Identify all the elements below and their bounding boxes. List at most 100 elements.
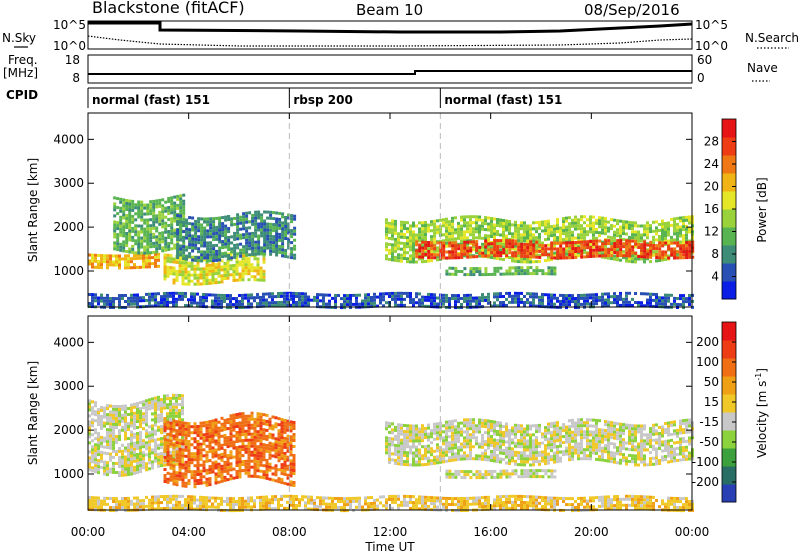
range-gate-cell bbox=[547, 266, 551, 270]
range-gate-cell bbox=[511, 235, 514, 239]
range-gate-cell bbox=[436, 255, 439, 259]
range-gate-cell bbox=[139, 416, 142, 420]
range-gate-cell bbox=[160, 298, 163, 302]
range-gate-cell bbox=[139, 410, 142, 414]
range-gate-cell bbox=[181, 457, 184, 461]
range-gate-cell bbox=[187, 428, 191, 432]
range-gate-cell bbox=[241, 448, 245, 452]
range-gate-cell bbox=[202, 267, 206, 271]
range-gate-cell bbox=[565, 216, 568, 220]
range-gate-cell bbox=[286, 443, 290, 447]
range-gate-cell bbox=[514, 254, 518, 258]
range-gate-cell bbox=[239, 254, 243, 258]
range-gate-cell bbox=[167, 230, 171, 233]
range-gate-cell bbox=[248, 244, 252, 248]
range-gate-cell bbox=[214, 478, 218, 482]
range-gate-cell bbox=[217, 268, 221, 272]
range-gate-cell bbox=[391, 246, 394, 250]
range-gate-cell bbox=[133, 435, 136, 439]
range-gate-cell bbox=[205, 423, 209, 427]
range-gate-cell bbox=[286, 473, 290, 477]
range-gate-cell bbox=[463, 240, 467, 244]
range-gate-cell bbox=[236, 231, 240, 235]
range-gate-cell bbox=[664, 296, 667, 300]
range-gate-cell bbox=[284, 255, 288, 258]
range-gate-cell bbox=[415, 249, 419, 253]
range-gate-cell bbox=[245, 247, 249, 251]
range-gate-cell bbox=[208, 426, 212, 430]
range-gate-cell bbox=[235, 470, 239, 473]
range-gate-cell bbox=[155, 244, 159, 248]
range-gate-cell bbox=[160, 428, 163, 432]
range-gate-cell bbox=[202, 302, 205, 305]
range-gate-cell bbox=[490, 235, 493, 238]
range-gate-cell bbox=[259, 418, 263, 422]
range-gate-cell bbox=[559, 226, 562, 230]
range-gate-cell bbox=[187, 461, 191, 465]
range-gate-cell bbox=[226, 427, 230, 431]
range-gate-cell bbox=[388, 295, 391, 298]
range-gate-cell bbox=[391, 237, 394, 241]
range-gate-cell bbox=[148, 452, 151, 456]
range-gate-cell bbox=[232, 434, 236, 438]
range-gate-cell bbox=[592, 254, 596, 258]
range-gate-cell bbox=[688, 249, 692, 253]
range-gate-cell bbox=[260, 225, 264, 229]
range-gate-cell bbox=[589, 296, 592, 300]
range-gate-cell bbox=[242, 215, 246, 219]
range-gate-cell bbox=[496, 266, 500, 270]
range-gate-cell bbox=[673, 241, 677, 245]
range-gate-cell bbox=[451, 216, 454, 220]
range-gate-cell bbox=[181, 484, 185, 488]
range-gate-cell bbox=[604, 244, 607, 248]
range-gate-cell bbox=[538, 241, 541, 245]
range-gate-cell bbox=[224, 236, 228, 240]
range-gate-cell bbox=[226, 418, 230, 422]
range-gate-cell bbox=[652, 235, 655, 239]
range-gate-cell bbox=[109, 431, 112, 435]
range-gate-cell bbox=[226, 460, 230, 464]
range-gate-cell bbox=[595, 302, 598, 306]
range-gate-cell bbox=[281, 215, 285, 219]
range-gate-cell bbox=[155, 205, 159, 209]
range-gate-cell bbox=[505, 249, 508, 253]
range-gate-cell bbox=[253, 462, 257, 466]
range-gate-cell bbox=[193, 282, 197, 286]
range-gate-cell bbox=[616, 295, 619, 298]
range-gate-cell bbox=[106, 254, 109, 258]
range-gate-cell bbox=[254, 234, 258, 238]
range-gate-cell bbox=[421, 295, 424, 299]
range-gate-cell bbox=[197, 226, 201, 230]
range-gate-cell bbox=[658, 229, 661, 232]
range-gate-cell bbox=[103, 412, 106, 416]
range-gate-cell bbox=[152, 202, 156, 206]
range-gate-cell bbox=[215, 225, 219, 229]
range-gate-cell bbox=[478, 233, 481, 237]
range-gate-cell bbox=[667, 221, 670, 225]
range-gate-cell bbox=[250, 435, 254, 439]
range-gate-cell bbox=[460, 244, 464, 247]
range-gate-cell bbox=[409, 245, 412, 249]
range-gate-cell bbox=[152, 220, 156, 224]
range-gate-cell bbox=[394, 300, 397, 304]
range-gate-cell bbox=[128, 208, 132, 212]
range-gate-cell bbox=[208, 272, 212, 276]
range-gate-cell bbox=[184, 475, 188, 479]
range-gate-cell bbox=[266, 222, 270, 226]
range-gate-cell bbox=[253, 435, 257, 439]
range-gate-cell bbox=[260, 231, 264, 235]
range-gate-cell bbox=[148, 259, 151, 263]
range-gate-cell bbox=[610, 245, 614, 249]
range-gate-cell bbox=[224, 215, 228, 219]
range-gate-cell bbox=[484, 222, 487, 226]
range-gate-cell bbox=[172, 408, 175, 412]
range-gate-cell bbox=[106, 404, 109, 408]
range-gate-cell bbox=[517, 272, 521, 276]
range-gate-cell bbox=[334, 303, 337, 306]
range-gate-cell bbox=[181, 397, 184, 401]
range-gate-cell bbox=[676, 244, 680, 248]
range-gate-cell bbox=[187, 282, 191, 286]
colorbar-swatch bbox=[722, 137, 736, 156]
range-gate-cell bbox=[184, 466, 188, 470]
range-gate-cell bbox=[523, 230, 526, 234]
